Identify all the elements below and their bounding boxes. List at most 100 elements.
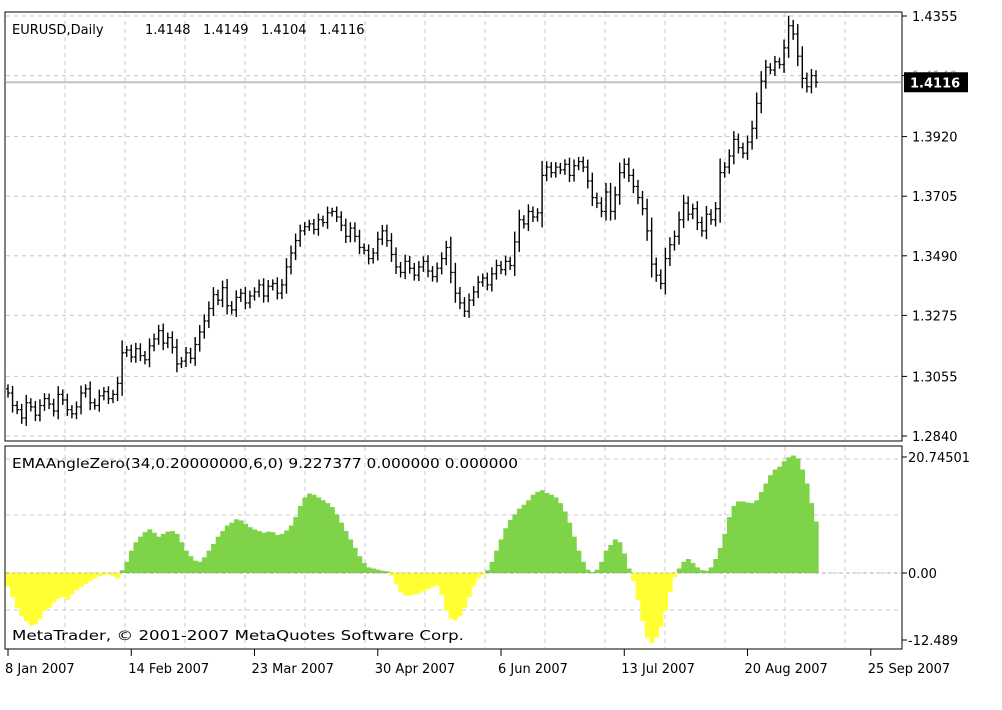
ohlc-bar [594, 192, 599, 209]
histogram-bar [544, 493, 550, 573]
price-axis-label: 1.3490 [912, 250, 958, 265]
ohlc-bar [759, 71, 764, 114]
histogram-bar [229, 522, 235, 573]
histogram-bar [804, 483, 810, 573]
ohlc-bar [772, 55, 777, 76]
histogram-bar [270, 532, 276, 573]
indicator-axis: 20.74501 0.00 -12.489 [902, 451, 970, 649]
histogram-bar [151, 532, 157, 573]
ohlc-bar [206, 301, 211, 329]
ohlc-bar [352, 222, 357, 243]
histogram-bar [220, 531, 226, 573]
ohlc-bar [330, 207, 335, 217]
ohlc-bar [535, 208, 540, 222]
ohlc-bar [549, 162, 554, 178]
ohlc-bar [718, 158, 723, 223]
ohlc-bars [6, 15, 819, 426]
ohlc-bar [663, 247, 668, 295]
histogram-bar [215, 536, 221, 573]
ohlc-bar [704, 205, 709, 240]
histogram-bar [485, 570, 491, 573]
ohlc-bar [622, 158, 627, 179]
histogram-bar [521, 504, 527, 573]
histogram-bar [722, 533, 728, 573]
histogram-bar [284, 530, 290, 573]
ohlc-bar [28, 398, 33, 412]
histogram-bar [188, 556, 194, 573]
histogram-bar [33, 573, 39, 624]
ohlc-bar [640, 190, 645, 216]
ohlc-bar [581, 156, 586, 173]
histogram-bar [649, 573, 655, 643]
ohlc-bar [19, 403, 24, 424]
histogram-bar [51, 573, 57, 603]
histogram-bar [416, 573, 422, 594]
ohlc-bar [165, 332, 170, 349]
ohlc-bar [275, 277, 280, 300]
histogram-bar [165, 531, 171, 573]
price-panel-frame[interactable] [4, 11, 903, 442]
histogram-bar [480, 573, 486, 576]
ohlc-bar [731, 131, 736, 165]
histogram-bar [457, 573, 463, 616]
ohlc-bar [462, 297, 467, 318]
histogram-bar [471, 573, 477, 587]
ohlc-bar [380, 225, 385, 245]
ohlc-bar [343, 218, 348, 244]
ohlc-bar [215, 289, 220, 306]
histogram-bar [412, 573, 417, 595]
ohlc-bar [809, 68, 814, 94]
ohlc-bar [234, 290, 239, 317]
ohlc-bar [471, 286, 476, 306]
histogram-bar [83, 573, 89, 584]
ohlc-bar [800, 46, 805, 89]
histogram-bar [243, 523, 249, 573]
histogram-bar [46, 573, 52, 608]
histogram-bar [781, 461, 787, 573]
histogram-bar [434, 573, 440, 586]
indicator-panel-frame[interactable] [4, 445, 903, 650]
ohlc-bar [421, 256, 426, 272]
histogram-bar [261, 532, 267, 573]
indicator-axis-label: 0.00 [908, 567, 937, 582]
ohlc-bar [279, 279, 284, 300]
ohlc-bar [170, 331, 175, 354]
symbol-period-label: EURUSD,Daily [12, 23, 104, 38]
histogram-bar [74, 573, 80, 591]
histogram-bar [717, 547, 723, 573]
histogram-bar [567, 522, 573, 573]
histogram-bar [10, 573, 16, 598]
histogram-bar [585, 569, 591, 573]
histogram-bar [297, 505, 303, 573]
ohlc-bar [763, 59, 768, 89]
ohlc-bar [786, 15, 791, 58]
ohlc-bar [289, 245, 294, 275]
time-axis-label: 6 Jun 2007 [498, 662, 568, 677]
time-axis-label: 23 Mar 2007 [252, 662, 334, 677]
histogram-bar [599, 561, 605, 573]
histogram-bar [65, 573, 71, 600]
ohlc-bar [229, 301, 234, 315]
histogram-bar [170, 531, 176, 573]
ohlc-bar [667, 237, 672, 267]
ohlc-bar [476, 275, 481, 299]
histogram-bar [663, 573, 669, 611]
histogram-bar [631, 573, 637, 582]
histogram-bar [699, 570, 705, 573]
time-axis-label: 20 Aug 2007 [745, 662, 828, 677]
histogram-bar [580, 561, 586, 573]
histogram-bar [361, 562, 367, 573]
ohlc-bar [750, 120, 755, 150]
ohlc-bar [686, 196, 691, 221]
ohlc-bar [713, 202, 718, 227]
histogram-bar [558, 503, 564, 573]
histogram-bar [252, 529, 258, 573]
histogram-bar [685, 559, 691, 573]
histogram-bar [553, 497, 559, 573]
ohlc-bar [316, 213, 321, 236]
histogram-bar [462, 573, 468, 608]
ohlc-bar [485, 272, 490, 291]
histogram-bar [407, 573, 413, 596]
histogram-bar [562, 511, 568, 573]
